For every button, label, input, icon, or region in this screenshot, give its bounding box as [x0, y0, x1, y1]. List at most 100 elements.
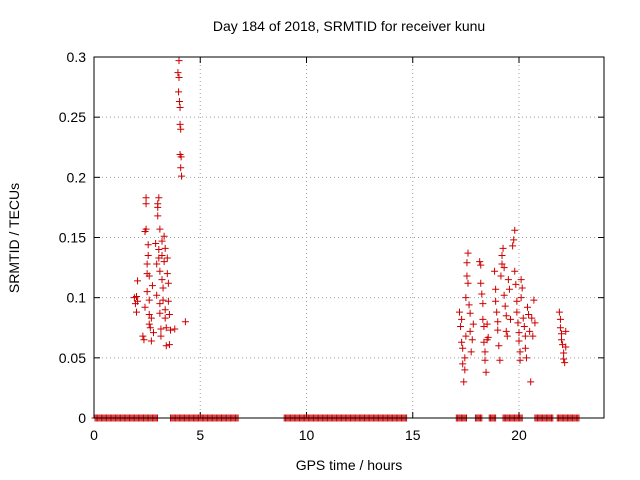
data-point: [524, 303, 531, 311]
data-point: [144, 241, 152, 249]
data-point: [178, 172, 186, 180]
data-point: [143, 288, 151, 296]
data-point: [525, 311, 533, 319]
data-point: [161, 306, 169, 314]
tick-layer: 0 0.05 0.1 0.15 0.2 0.25 0.3 0 5 10 15 20: [59, 49, 604, 443]
data-point: [134, 297, 142, 305]
data-point: [518, 284, 526, 292]
y-tick-label: 0.2: [67, 169, 87, 185]
data-point: [466, 309, 474, 317]
data-point: [171, 325, 179, 333]
data-point: [479, 300, 487, 308]
data-point: [458, 338, 466, 346]
point-layer: [91, 57, 583, 422]
data-point: [150, 329, 157, 337]
data-point: [556, 315, 564, 323]
data-point: [509, 242, 517, 250]
data-point: [177, 153, 185, 161]
data-point: [496, 356, 504, 364]
data-point: [465, 301, 473, 309]
data-point: [140, 336, 148, 344]
data-point: [501, 302, 509, 310]
data-point: [464, 279, 472, 287]
data-point: [144, 252, 152, 260]
data-point: [511, 226, 519, 234]
data-point: [134, 277, 142, 285]
data-point: [155, 194, 163, 202]
data-point: [158, 252, 166, 260]
data-point: [466, 327, 474, 335]
data-point: [158, 276, 166, 284]
data-point: [161, 244, 169, 252]
data-point: [529, 332, 537, 340]
data-point: [527, 378, 535, 386]
data-point: [478, 290, 486, 298]
data-point: [513, 308, 521, 316]
data-point: [157, 325, 165, 333]
x-tick-label: 10: [299, 427, 315, 443]
data-point: [528, 314, 536, 322]
y-tick-label: 0.05: [59, 350, 86, 366]
data-point: [513, 297, 521, 305]
data-point: [167, 326, 174, 334]
data-point: [481, 356, 489, 364]
data-point: [142, 200, 150, 208]
data-point: [147, 337, 155, 345]
data-point: [156, 309, 164, 317]
data-point: [165, 341, 173, 349]
data-point: [458, 315, 466, 323]
data-point: [491, 267, 499, 275]
data-point: [530, 296, 538, 304]
data-point: [503, 332, 511, 340]
data-point: [502, 327, 510, 335]
data-point: [463, 272, 471, 280]
data-point: [464, 249, 472, 257]
data-point: [145, 320, 153, 328]
data-point: [561, 359, 569, 367]
data-point: [562, 343, 570, 351]
data-point: [498, 260, 506, 268]
data-point: [155, 246, 163, 254]
data-point: [153, 260, 161, 268]
data-point: [142, 225, 150, 233]
data-point: [176, 120, 184, 128]
data-point: [493, 308, 501, 316]
data-point: [502, 312, 510, 320]
y-tick-label: 0.3: [67, 49, 87, 65]
data-point: [147, 314, 155, 322]
y-tick-label: 0.25: [59, 109, 86, 125]
data-point: [165, 311, 173, 319]
data-point: [560, 349, 568, 357]
plot-frame: [93, 56, 605, 419]
y-tick-label: 0.1: [67, 290, 87, 306]
data-point: [500, 291, 508, 299]
data-point: [558, 336, 565, 344]
data-point: [492, 297, 500, 305]
data-point: [162, 342, 170, 350]
data-point: [174, 69, 182, 77]
x-tick-label: 5: [196, 427, 204, 443]
data-point: [526, 327, 534, 335]
data-point: [145, 311, 153, 319]
y-tick-label: 0: [78, 410, 86, 426]
data-point: [461, 354, 469, 362]
data-point: [154, 212, 162, 220]
data-point: [142, 194, 150, 202]
data-point: [482, 368, 490, 376]
data-point: [175, 88, 183, 96]
data-point: [531, 319, 539, 327]
chart-title: Day 184 of 2018, SRMTID for receiver kun…: [213, 18, 485, 34]
data-point: [158, 237, 166, 245]
data-point: [556, 324, 564, 332]
data-point: [507, 315, 514, 323]
data-point: [521, 344, 529, 352]
data-point: [558, 330, 565, 338]
data-point: [467, 348, 475, 356]
data-point: [459, 360, 467, 368]
data-point: [154, 203, 162, 211]
data-point: [153, 291, 161, 299]
data-point: [161, 314, 169, 322]
data-point: [505, 285, 513, 293]
data-point: [164, 279, 172, 287]
